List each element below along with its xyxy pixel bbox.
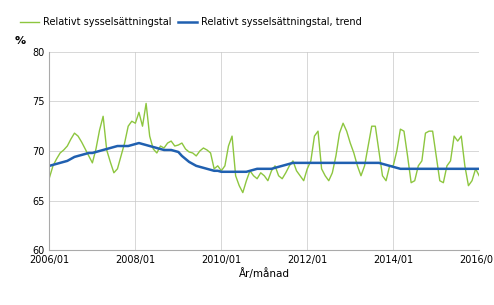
Line: Relativt sysselsättningstal: Relativt sysselsättningstal bbox=[49, 103, 479, 192]
Relativt sysselsättningstal bbox=[322, 174, 328, 178]
Relativt sysselsättningstal bbox=[143, 102, 149, 105]
Relativt sysselsättningstal bbox=[233, 174, 239, 178]
Line: Relativt sysselsättningstal, trend: Relativt sysselsättningstal, trend bbox=[49, 143, 479, 172]
Text: %: % bbox=[15, 36, 26, 46]
Relativt sysselsättningstal, trend bbox=[344, 161, 350, 165]
Relativt sysselsättningstal, trend bbox=[476, 167, 482, 170]
X-axis label: År/månad: År/månad bbox=[239, 268, 290, 279]
Relativt sysselsättningstal, trend bbox=[89, 151, 95, 155]
Relativt sysselsättningstal bbox=[454, 139, 460, 143]
Relativt sysselsättningstal, trend bbox=[46, 164, 52, 168]
Relativt sysselsättningstal, trend bbox=[322, 161, 328, 165]
Relativt sysselsättningstal, trend bbox=[236, 170, 242, 174]
Relativt sysselsättningstal, trend bbox=[454, 167, 460, 170]
Legend: Relativt sysselsättningstal, Relativt sysselsättningstal, trend: Relativt sysselsättningstal, Relativt sy… bbox=[20, 17, 362, 27]
Relativt sysselsättningstal bbox=[344, 129, 350, 133]
Relativt sysselsättningstal bbox=[150, 147, 156, 151]
Relativt sysselsättningstal bbox=[240, 191, 246, 194]
Relativt sysselsättningstal, trend bbox=[136, 141, 142, 145]
Relativt sysselsättningstal bbox=[46, 176, 52, 180]
Relativt sysselsättningstal bbox=[89, 161, 95, 165]
Relativt sysselsättningstal, trend bbox=[218, 170, 224, 174]
Relativt sysselsättningstal, trend bbox=[150, 145, 156, 149]
Relativt sysselsättningstal bbox=[476, 174, 482, 178]
